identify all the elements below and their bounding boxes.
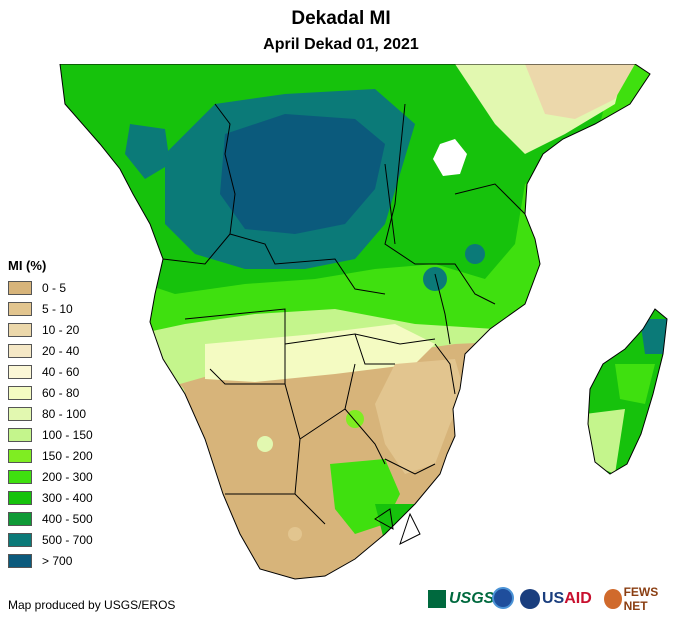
legend-label: 0 - 5 (42, 280, 67, 295)
noaa-logo-icon (492, 587, 514, 609)
usgs-logo: USGS (428, 585, 494, 613)
legend-swatch (8, 301, 32, 316)
fews-net-logo: FEWS NET (604, 585, 678, 613)
fews-net-text: FEWS NET (623, 585, 659, 613)
legend-swatch (8, 322, 32, 337)
legend-swatch (8, 553, 32, 568)
legend-label: 5 - 10 (42, 301, 73, 316)
legend-swatch (8, 364, 32, 379)
legend-item: 150 - 200 (8, 445, 93, 466)
legend-swatch (8, 343, 32, 358)
moisture-index-map (59, 64, 668, 580)
legend-item: 400 - 500 (8, 508, 93, 529)
legend-label: 500 - 700 (42, 532, 93, 547)
fews-seal-icon (604, 589, 622, 609)
legend-title: MI (%) (8, 258, 47, 273)
partner-logos: USGS USAID FEWS NET (428, 585, 678, 615)
legend-label: 150 - 200 (42, 448, 93, 463)
map-title: Dekadal MI (291, 8, 391, 29)
legend-swatch (8, 490, 32, 505)
legend-item: 40 - 60 (8, 361, 93, 382)
legend-swatch (8, 448, 32, 463)
legend-item: 80 - 100 (8, 403, 93, 424)
legend-label: 80 - 100 (42, 406, 87, 421)
legend-label: 10 - 20 (42, 322, 80, 337)
legend-swatch (8, 532, 32, 547)
legend-label: 200 - 300 (42, 469, 93, 484)
legend-label: 400 - 500 (42, 511, 93, 526)
legend-item: 10 - 20 (8, 319, 93, 340)
legend-swatch (8, 469, 32, 484)
usgs-mark-icon (428, 590, 446, 608)
legend-label: > 700 (42, 553, 73, 568)
legend-item: > 700 (8, 550, 93, 571)
legend-item: 300 - 400 (8, 487, 93, 508)
map-subtitle: April Dekad 01, 2021 (263, 36, 419, 53)
legend-item: 100 - 150 (8, 424, 93, 445)
usaid-text-aid: AID (564, 590, 592, 607)
legend-label: 100 - 150 (42, 427, 93, 442)
map-credit: Map produced by USGS/EROS (8, 598, 176, 612)
legend-swatch (8, 280, 32, 295)
legend-item: 5 - 10 (8, 298, 93, 319)
legend-label: 20 - 40 (42, 343, 80, 358)
legend-item: 60 - 80 (8, 382, 93, 403)
legend-swatch (8, 385, 32, 400)
usgs-logo-text: USGS (449, 590, 495, 607)
legend-label: 300 - 400 (42, 490, 93, 505)
legend-label: 60 - 80 (42, 385, 80, 400)
legend-item: 20 - 40 (8, 340, 93, 361)
legend-swatch (8, 511, 32, 526)
usaid-seal-icon (520, 589, 540, 609)
legend: MI (%) 0 - 5 5 - 10 10 - 20 20 - 40 40 - 60 6… (8, 258, 93, 571)
legend-swatch (8, 427, 32, 442)
usaid-logo: USAID (520, 585, 592, 613)
legend-item: 200 - 300 (8, 466, 93, 487)
legend-label: 40 - 60 (42, 364, 80, 379)
legend-item: 0 - 5 (8, 277, 93, 298)
legend-swatch (8, 406, 32, 421)
legend-item: 500 - 700 (8, 529, 93, 550)
usaid-text-us: US (542, 590, 565, 607)
